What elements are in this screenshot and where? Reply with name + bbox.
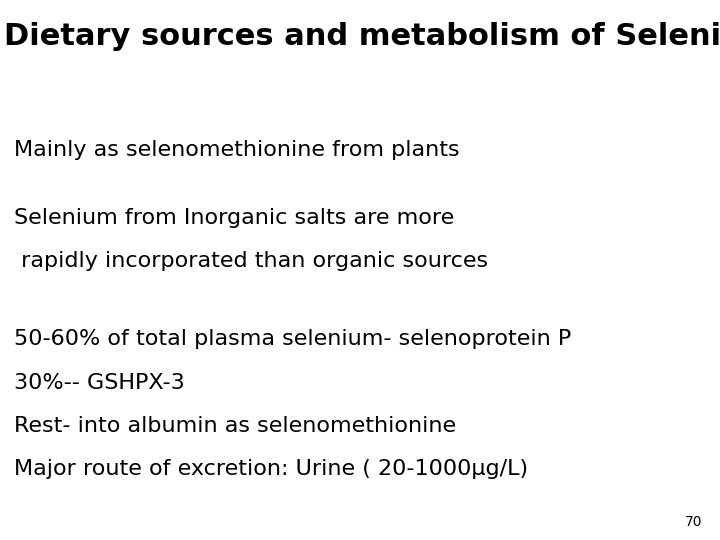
Text: Selenium from Inorganic salts are more: Selenium from Inorganic salts are more [14,208,454,228]
Text: Rest- into albumin as selenomethionine: Rest- into albumin as selenomethionine [14,416,456,436]
Text: Dietary sources and metabolism of Selenium: Dietary sources and metabolism of Seleni… [4,22,720,51]
Text: 30%-- GSHPX-3: 30%-- GSHPX-3 [14,373,185,393]
Text: Major route of excretion: Urine ( 20-1000μg/L): Major route of excretion: Urine ( 20-100… [14,459,528,479]
Text: 50-60% of total plasma selenium- selenoprotein P: 50-60% of total plasma selenium- selenop… [14,329,572,349]
Text: rapidly incorporated than organic sources: rapidly incorporated than organic source… [14,251,489,271]
Text: Mainly as selenomethionine from plants: Mainly as selenomethionine from plants [14,140,460,160]
Text: 70: 70 [685,515,702,529]
